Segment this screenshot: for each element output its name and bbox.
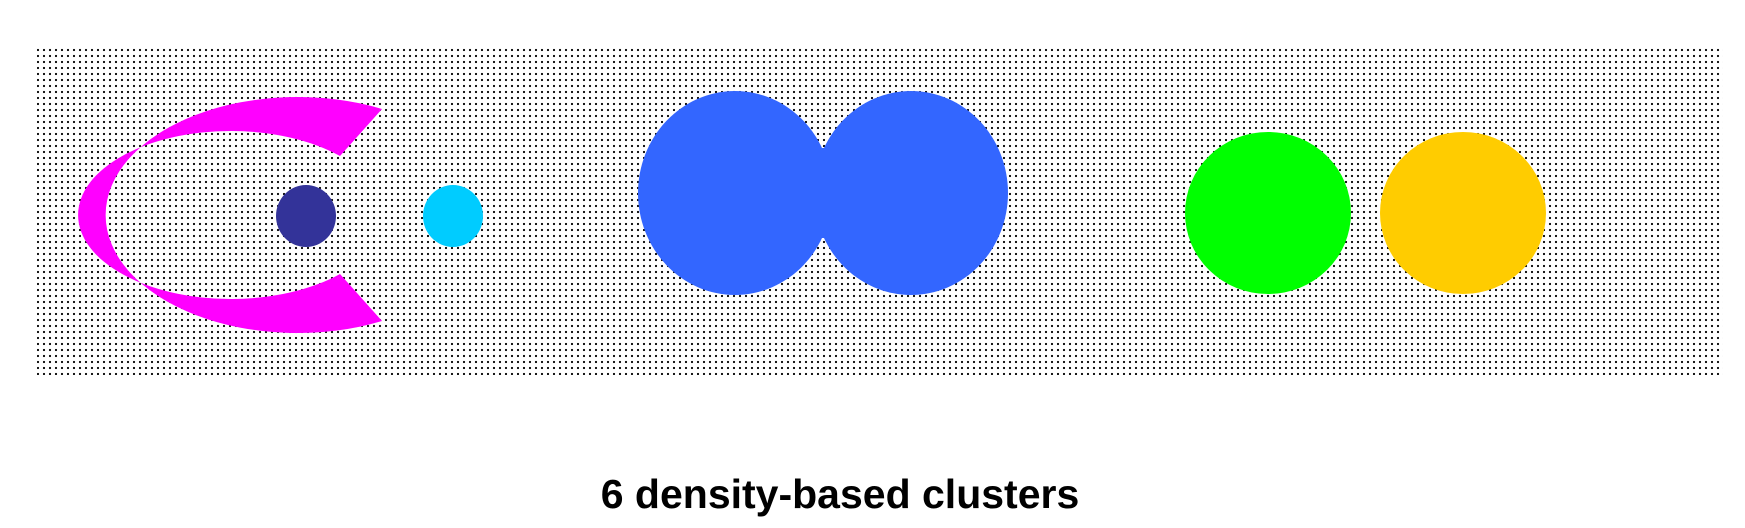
cluster-inner-dot	[276, 185, 336, 247]
twin-blob-bridge	[795, 148, 851, 238]
cluster-arc	[78, 97, 382, 333]
cluster-twin-blob	[638, 91, 1008, 295]
cluster-small-dot	[423, 185, 483, 247]
diagram-caption: 6 density-based clusters	[600, 471, 1080, 517]
cluster-green-circle	[1185, 132, 1351, 294]
twin-blob-right-lobe	[814, 91, 1008, 295]
twin-blob-left-lobe	[638, 91, 832, 295]
cluster-orange-circle	[1380, 132, 1546, 294]
